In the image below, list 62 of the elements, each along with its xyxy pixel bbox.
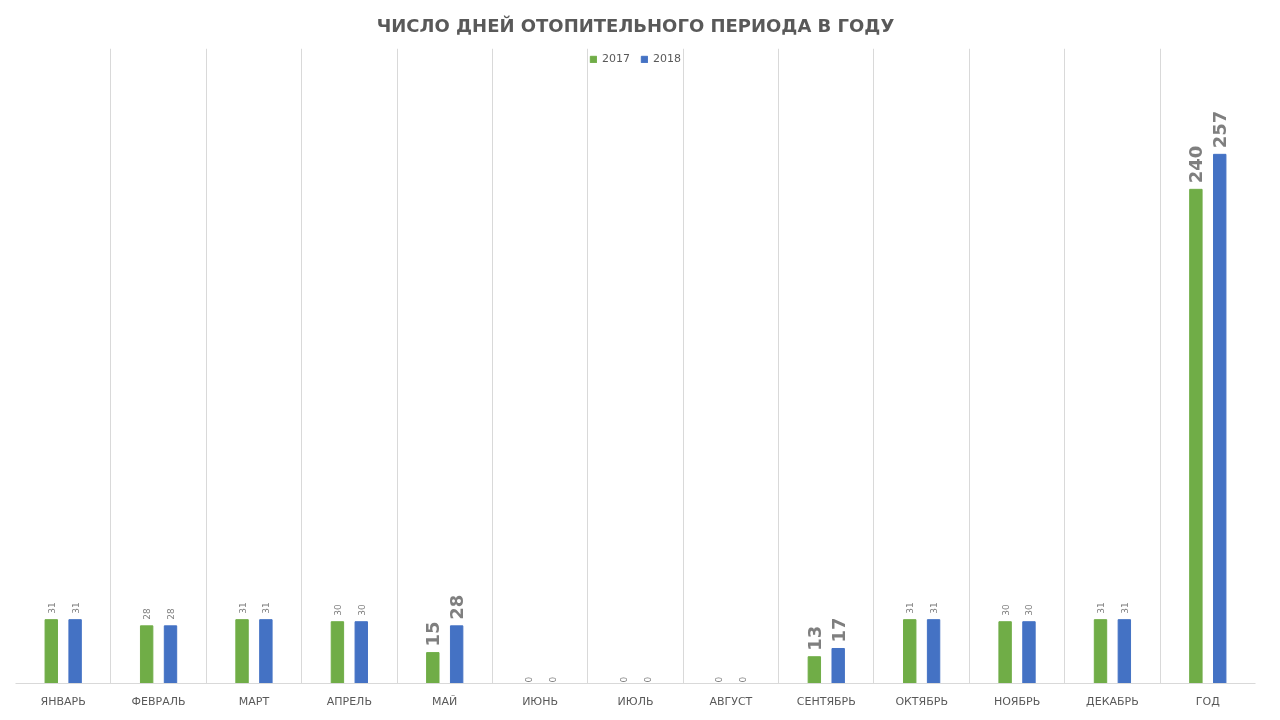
bar — [68, 619, 82, 684]
x-tick-label: ИЮНЬ — [522, 694, 559, 708]
bar — [235, 619, 249, 684]
data-label: 0 — [738, 676, 749, 683]
bar — [1213, 153, 1227, 684]
x-tick-label: АПРЕЛЬ — [326, 694, 372, 708]
x-tick-label: СЕНТЯБРЬ — [796, 694, 856, 708]
x-tick-label: ИЮЛЬ — [617, 694, 654, 708]
data-label: 31 — [1096, 602, 1106, 614]
data-label: 31 — [46, 602, 57, 614]
data-label: 31 — [70, 602, 81, 614]
bar — [354, 621, 368, 684]
bar — [139, 625, 154, 684]
bar — [1022, 621, 1036, 684]
bar — [1093, 619, 1108, 684]
chart-title: ЧИСЛО ДНЕЙ ОТОПИТЕЛЬНОГО ПЕРИОДА В ГОДУ — [376, 15, 895, 36]
x-tick-label: НОЯБРЬ — [993, 694, 1041, 708]
data-label: 31 — [905, 602, 916, 614]
data-label: 30 — [356, 604, 367, 616]
bar — [1189, 188, 1203, 684]
data-label: 17 — [827, 617, 849, 643]
x-tick-label: МАРТ — [238, 694, 270, 708]
data-label: 13 — [803, 625, 825, 651]
data-label: 30 — [1000, 604, 1011, 616]
x-tick-label: ЯНВАРЬ — [40, 694, 86, 708]
data-label: 0 — [547, 676, 558, 683]
x-tick-label: ОКТЯБРЬ — [895, 694, 948, 708]
data-label: 257 — [1209, 110, 1231, 149]
x-tick-label: АВГУСТ — [709, 694, 753, 708]
bar — [330, 621, 345, 684]
data-label: 28 — [142, 608, 153, 620]
x-tick-label: ДЕКАБРЬ — [1086, 694, 1139, 708]
data-label: 31 — [929, 602, 940, 614]
data-label: 0 — [642, 676, 653, 683]
data-label: 240 — [1185, 145, 1207, 184]
legend-label: 2018 — [653, 52, 681, 65]
bar — [259, 619, 273, 684]
data-label: 28 — [446, 594, 468, 620]
bar — [426, 652, 440, 684]
data-label: 28 — [166, 608, 176, 620]
data-label: 30 — [332, 604, 343, 616]
x-tick-label: ФЕВРАЛЬ — [131, 694, 186, 708]
bar — [1117, 619, 1132, 684]
bar — [831, 648, 845, 684]
bar — [449, 625, 464, 684]
data-label: 31 — [261, 602, 272, 614]
legend-label: 2017 — [602, 52, 630, 65]
x-tick-label: ГОД — [1195, 694, 1221, 708]
bar — [807, 656, 822, 684]
data-label: 0 — [714, 676, 725, 683]
data-label: 0 — [619, 676, 630, 683]
data-label: 31 — [1119, 602, 1130, 614]
bar — [44, 619, 58, 684]
bar — [903, 619, 917, 684]
x-tick-label: МАЙ — [432, 694, 458, 708]
data-label: 31 — [237, 602, 248, 614]
data-label: 0 — [523, 676, 534, 683]
data-label: 30 — [1024, 604, 1035, 616]
bar — [998, 621, 1012, 684]
bar — [163, 625, 178, 684]
data-label: 15 — [422, 621, 444, 647]
bar — [926, 619, 941, 684]
